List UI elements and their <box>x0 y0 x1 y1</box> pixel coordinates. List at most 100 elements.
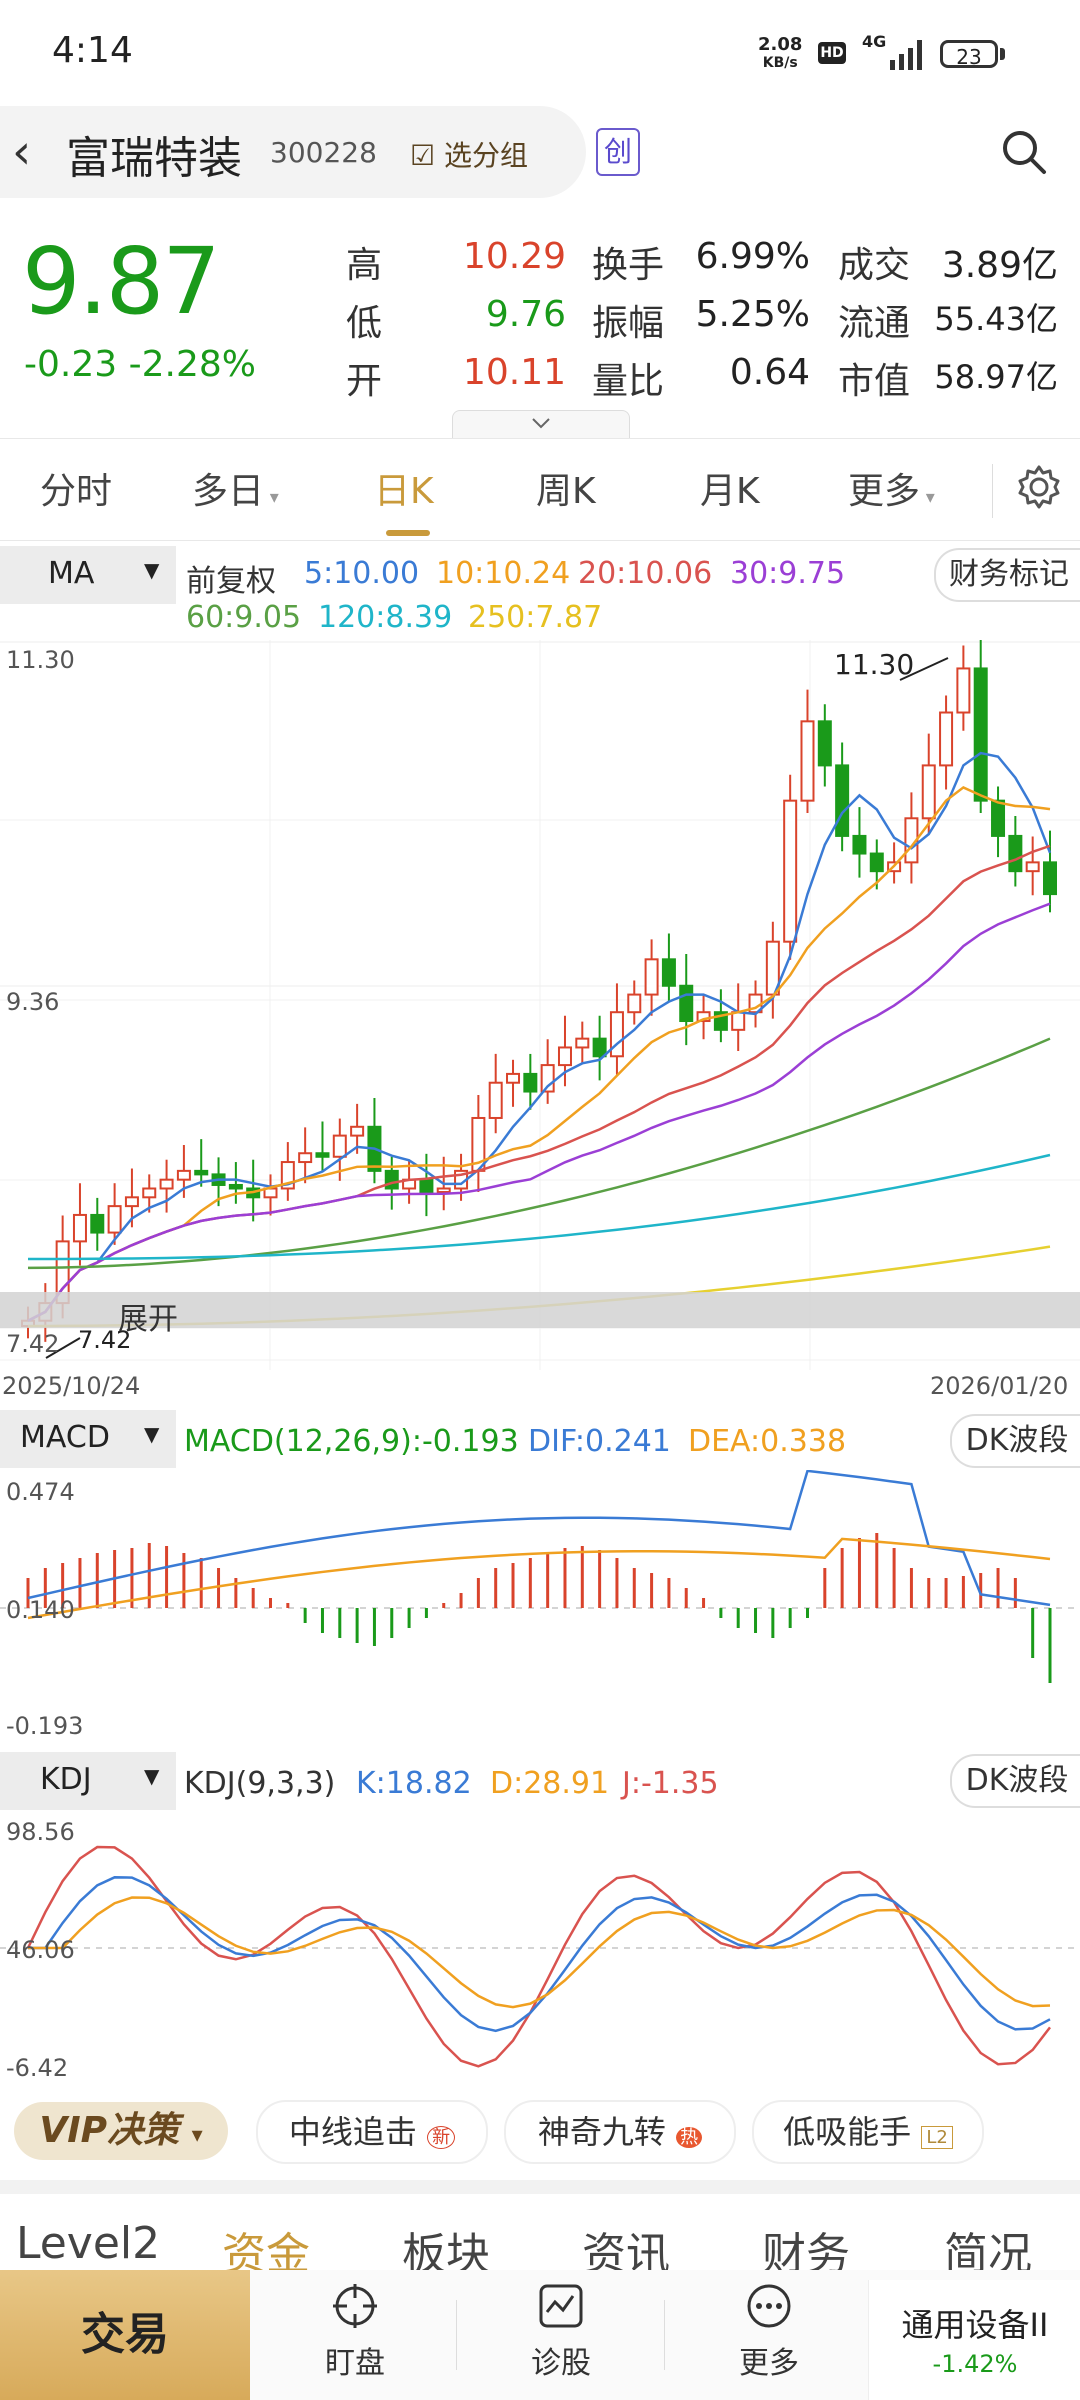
chart-diagnose-icon <box>539 2284 583 2328</box>
date-end: 2026/01/20 <box>930 1372 1069 1400</box>
candle <box>852 834 867 855</box>
feature-pill-lowbuy[interactable]: 低吸能手 L2 <box>752 2100 984 2164</box>
amount-value: 3.89亿 <box>941 245 1058 286</box>
tab-multiday[interactable]: 多日 ▾ <box>192 471 279 512</box>
network-type: 4G <box>862 32 887 51</box>
group-button[interactable]: ☑ 选分组 <box>410 139 529 172</box>
candle <box>956 667 971 714</box>
ma60-value: 60:9.05 <box>186 600 302 635</box>
stock-header <box>0 106 586 198</box>
vip-decision-button[interactable]: VIP决策 ▾ <box>14 2102 228 2160</box>
dea-line <box>27 1537 1051 1620</box>
checkbox-icon: ☑ <box>410 139 436 172</box>
candle <box>142 1187 157 1199</box>
candle <box>1043 861 1057 896</box>
adjust-label: 前复权 <box>186 564 276 599</box>
gear-icon[interactable] <box>1016 464 1062 510</box>
ma-selector[interactable]: MA ▼ <box>0 546 176 604</box>
trade-button[interactable]: 交易 <box>0 2270 250 2400</box>
feature-pill-midline[interactable]: 中线追击 新 <box>256 2100 488 2164</box>
candle <box>1025 861 1040 873</box>
k-line <box>28 1876 1051 2033</box>
finance-mark-button[interactable]: 财务标记 <box>934 548 1080 602</box>
search-icon[interactable] <box>1000 128 1048 176</box>
network-speed: 2.08 KB/s <box>758 34 803 72</box>
sector-quote[interactable]: 通用设备II -1.42% <box>868 2280 1080 2400</box>
macd-value: MACD(12,26,9):-0.193 <box>184 1424 519 1459</box>
nav-more[interactable]: 更多 <box>704 2280 834 2382</box>
kdj-selector[interactable]: KDJ ▼ <box>0 1752 176 1810</box>
nav-diagnose[interactable]: 诊股 <box>496 2280 626 2382</box>
turnover-label: 换手 <box>592 245 665 286</box>
macd-dk-button[interactable]: DK波段 <box>950 1414 1080 1468</box>
nav-watch[interactable]: 盯盘 <box>290 2280 420 2382</box>
kdj-dk-button[interactable]: DK波段 <box>950 1754 1080 1808</box>
tab-monthly-k[interactable]: 月K <box>700 471 760 512</box>
back-icon[interactable]: ‹ <box>12 124 32 180</box>
status-time: 4:14 <box>52 30 133 71</box>
macd-dif: DIF:0.241 <box>528 1424 671 1459</box>
active-tab-indicator <box>386 530 430 536</box>
candle <box>557 1046 572 1067</box>
tab-more[interactable]: 更多 ▾ <box>848 471 935 512</box>
ma-long-line-1 <box>27 1153 1051 1261</box>
candle <box>644 958 659 996</box>
candle <box>506 1072 521 1084</box>
board-badge: 创 <box>596 128 640 176</box>
tab-intraday[interactable]: 分时 <box>40 471 113 512</box>
candle <box>315 1152 330 1158</box>
open-label: 开 <box>346 361 383 402</box>
l2-badge-icon: L2 <box>921 2126 953 2149</box>
stock-code: 300228 <box>270 136 377 169</box>
battery-icon: 23 <box>940 40 998 69</box>
candle <box>384 1169 399 1190</box>
candle <box>783 799 798 943</box>
quote-expand-button[interactable] <box>452 410 630 439</box>
float-value: 55.43亿 <box>934 300 1058 338</box>
signal-icon <box>890 40 922 70</box>
kline-y-mid: 9.36 <box>6 988 60 1016</box>
mv-label: 市值 <box>838 361 911 402</box>
candle <box>835 764 850 837</box>
candle <box>800 720 815 802</box>
candle <box>939 711 954 767</box>
tab-daily-k[interactable]: 日K <box>374 471 434 512</box>
candle <box>869 852 884 873</box>
battery-tip <box>1000 48 1005 60</box>
expand-bar[interactable]: 展开 <box>0 1292 1080 1337</box>
feature-pill-nine[interactable]: 神奇九转 热 <box>504 2100 736 2164</box>
high-value: 10.29 <box>462 236 566 277</box>
ma5-line <box>27 751 1052 1322</box>
ma10-value: 10:10.24 <box>436 556 571 591</box>
ma20-value: 20:10.06 <box>578 556 713 591</box>
candle <box>488 1081 503 1119</box>
candle <box>973 667 988 802</box>
ma-long-line-0 <box>27 1037 1051 1270</box>
candle <box>298 1152 313 1164</box>
turnover-value: 6.99% <box>695 236 810 277</box>
candle <box>627 993 642 1014</box>
candle <box>575 1037 590 1049</box>
macd-y-bottom: -0.193 <box>6 1712 84 1740</box>
low-label: 低 <box>346 303 383 344</box>
candle <box>592 1037 607 1058</box>
kline-chart[interactable] <box>0 640 1080 1370</box>
tab-level2[interactable]: Level2 <box>16 2218 161 2269</box>
volratio-label: 量比 <box>592 361 665 402</box>
tab-weekly-k[interactable]: 周K <box>536 471 596 512</box>
date-start: 2025/10/24 <box>2 1372 141 1400</box>
candle <box>159 1178 174 1190</box>
d-line <box>28 1896 1051 2009</box>
candle <box>72 1213 87 1243</box>
ma250-value: 250:7.87 <box>468 600 603 635</box>
current-price: 9.87 <box>22 228 221 335</box>
candle <box>419 1178 434 1194</box>
macd-selector[interactable]: MACD ▼ <box>0 1410 176 1468</box>
macd-y-mid: 0.140 <box>6 1596 75 1624</box>
crosshair-icon <box>333 2284 377 2328</box>
macd-y-top: 0.474 <box>6 1478 75 1506</box>
candle <box>679 984 694 1023</box>
hd-icon: HD <box>818 42 846 64</box>
new-badge-icon: 新 <box>427 2126 456 2149</box>
mv-value: 58.97亿 <box>934 358 1058 396</box>
